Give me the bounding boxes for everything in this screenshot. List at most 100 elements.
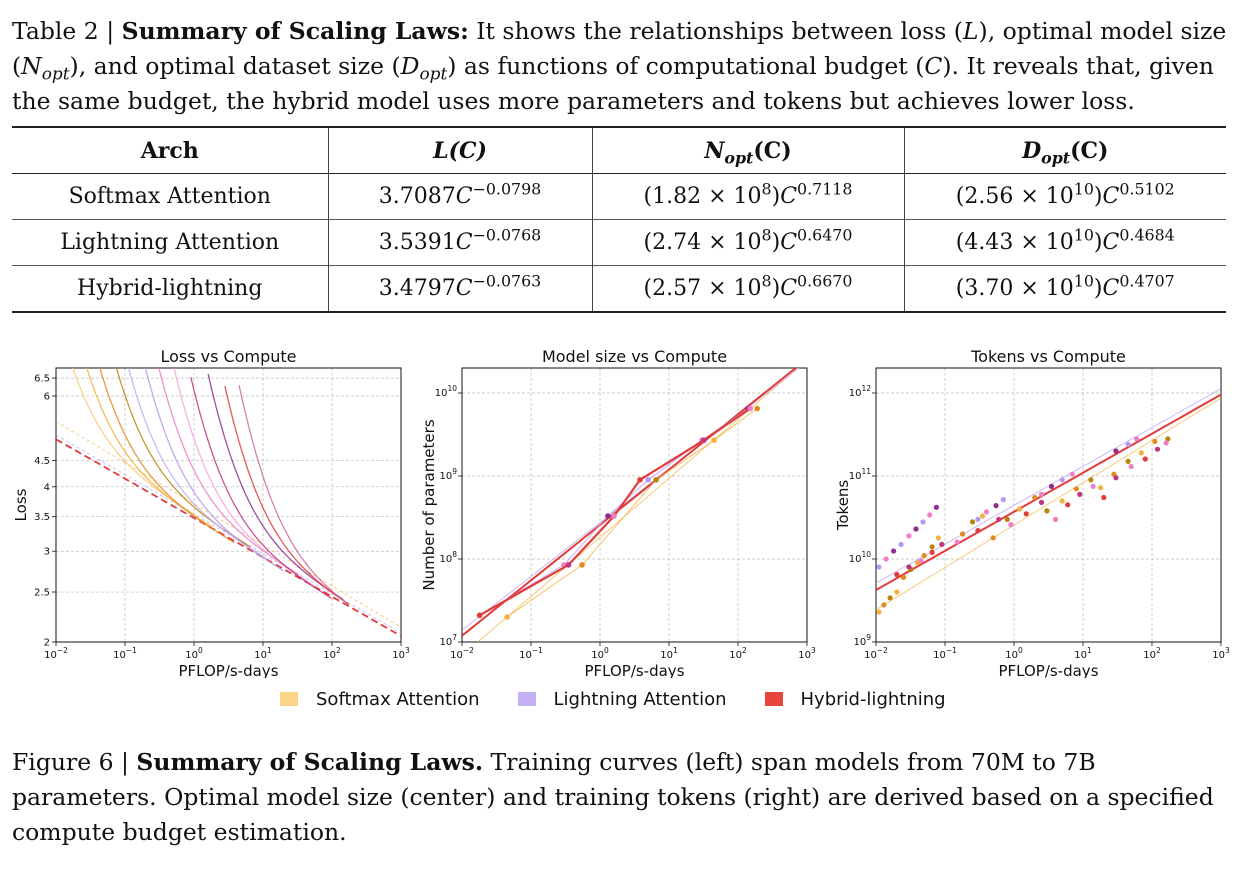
x-tick-label: 103 <box>1212 646 1230 661</box>
cell-loss: 3.5391C−0.0768 <box>327 219 592 266</box>
y-tick-label: 3 <box>44 547 50 558</box>
y-tick-label: 2.5 <box>34 588 50 599</box>
data-point <box>969 519 976 525</box>
fit-line-softmax-attention <box>876 397 1221 611</box>
legend-label: Hybrid-lightning <box>800 688 946 710</box>
data-point <box>898 541 904 547</box>
training-curve <box>127 368 267 559</box>
y-tick-label: 1010 <box>435 384 458 399</box>
caption-part: ). It reveals that, given the same budge… <box>12 52 1214 115</box>
fit-line-lightning-attention <box>876 388 1221 584</box>
data-point <box>876 609 882 615</box>
x-tick-label: 100 <box>1005 646 1023 661</box>
caption-symbol-d-sub: opt <box>419 63 448 84</box>
data-point <box>1048 483 1055 489</box>
data-point <box>1113 475 1119 481</box>
legend-item-hybrid: Hybrid-lightning <box>764 688 946 710</box>
data-point <box>979 513 986 519</box>
data-point <box>906 533 912 539</box>
legend-item-lightning: Lightning Attention <box>517 689 727 710</box>
data-point <box>1134 436 1140 442</box>
cell-nopt: (1.82 × 108)C0.7118 <box>591 173 904 220</box>
x-tick-label: 103 <box>798 646 816 661</box>
data-point <box>579 562 585 568</box>
y-tick-label: 109 <box>853 633 871 648</box>
cell-nopt: (2.74 × 108)C0.6470 <box>591 219 904 266</box>
x-tick-label: 102 <box>1143 646 1161 661</box>
data-point <box>913 526 919 532</box>
data-point <box>1152 438 1158 445</box>
data-point <box>1059 498 1065 504</box>
cell-dopt: (2.56 × 1010)C0.5102 <box>903 173 1226 220</box>
data-point <box>929 544 935 550</box>
legend-item-softmax: Softmax Attention <box>280 689 480 710</box>
y-tick-label: 1011 <box>849 467 872 482</box>
data-point <box>1008 522 1014 528</box>
legend-swatch-hybrid <box>764 692 783 706</box>
caption-symbol-d: D <box>400 52 420 80</box>
data-point <box>1128 463 1134 470</box>
fit-line-hybrid-lightning <box>876 393 1221 591</box>
data-point <box>653 477 659 483</box>
training-curve <box>72 368 195 515</box>
data-point <box>1138 450 1144 456</box>
legend-label: Softmax Attention <box>316 688 480 710</box>
data-point <box>876 564 882 570</box>
data-point <box>711 437 717 443</box>
legend-swatch-lightning <box>517 692 536 706</box>
y-tick-label: 108 <box>439 550 457 565</box>
cell-arch: Lightning Attention <box>60 230 280 255</box>
data-point <box>918 558 924 564</box>
fit-line-hybrid-lightning <box>462 368 798 637</box>
data-point <box>1059 477 1065 483</box>
table-caption-label: Table 2 | <box>12 17 122 45</box>
data-point <box>975 516 981 522</box>
data-point <box>1073 486 1079 492</box>
data-point <box>1165 436 1171 442</box>
data-point <box>920 519 926 525</box>
cell-arch: Softmax Attention <box>68 184 271 209</box>
chart-title: Model size vs Compute <box>542 347 727 366</box>
data-point <box>1044 508 1050 514</box>
data-point <box>900 574 907 580</box>
data-point <box>1163 440 1169 446</box>
caption-symbol-c: C <box>924 52 943 80</box>
figure-caption: Figure 6 | Summary of Scaling Laws. Trai… <box>12 745 1240 850</box>
data-point <box>1016 506 1023 512</box>
data-point <box>637 477 643 483</box>
caption-part: ), and optimal dataset size ( <box>69 52 401 80</box>
y-axis-label: Tokens <box>834 480 852 532</box>
figure-caption-bold: Summary of Scaling Laws. <box>136 748 484 776</box>
data-point <box>1098 485 1104 491</box>
x-tick-label: 103 <box>392 646 410 661</box>
y-tick-label: 6.5 <box>34 374 50 385</box>
caption-part: It shows the relationships between loss … <box>468 17 963 45</box>
x-tick-label: 10−2 <box>864 646 888 661</box>
data-point <box>933 504 940 510</box>
data-point <box>476 612 483 619</box>
data-point <box>887 595 893 601</box>
x-tick-label: 10−1 <box>113 646 137 661</box>
fit-line-lightning-attention <box>462 368 800 631</box>
data-point <box>954 539 960 545</box>
cell-loss: 3.7087C−0.0798 <box>327 173 592 220</box>
cell-dopt: (4.43 × 1010)C0.4684 <box>903 219 1226 266</box>
data-point <box>1000 497 1006 503</box>
training-curve <box>86 368 213 528</box>
data-point <box>754 405 760 412</box>
training-curve <box>158 368 300 575</box>
plot-area <box>56 368 401 637</box>
caption-symbol-n: N <box>21 52 42 80</box>
table-header-row: Arch L(C) Nopt(C) Dopt(C) <box>12 127 1226 174</box>
data-point <box>1065 502 1071 508</box>
cell-dopt: (3.70 × 1010)C0.4707 <box>903 265 1226 312</box>
x-tick-label: 10−2 <box>450 646 474 661</box>
y-tick-label: 2 <box>44 638 50 649</box>
data-point <box>1113 448 1119 454</box>
y-axis-label: Loss <box>12 488 30 521</box>
data-point <box>935 535 941 541</box>
x-axis-label: PFLOP/s-days <box>584 662 684 678</box>
data-point <box>927 512 933 518</box>
y-tick-label: 1010 <box>849 550 872 565</box>
header-nopt: Nopt(C) <box>591 127 904 174</box>
